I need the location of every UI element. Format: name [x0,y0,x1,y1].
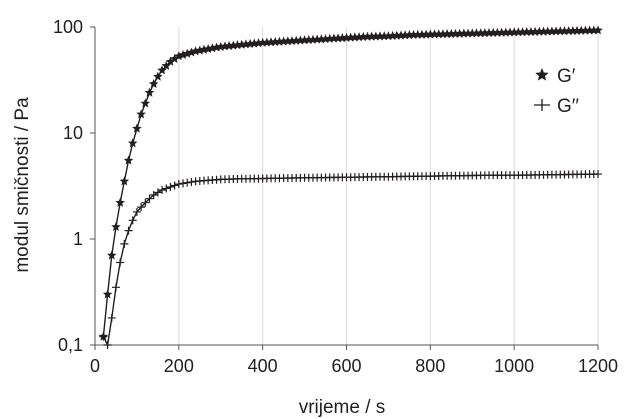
data-point-plus [111,283,120,292]
data-point-plus [141,198,150,207]
data-point-star [132,123,142,133]
legend: G′ G′′ [534,66,579,117]
y-tick-label: 100 [53,17,83,37]
series-layer [98,25,603,349]
data-point-plus [183,178,192,187]
legend-label: G′ [557,66,576,87]
y-tick-label: 0,1 [58,335,83,355]
data-point-star [136,109,146,119]
x-tick-label: 400 [248,356,278,376]
data-point-plus [99,332,108,341]
data-point-plus [158,185,167,194]
y-tick-label: 10 [63,123,83,143]
series-g-prime [98,25,603,341]
data-point-plus [124,226,133,235]
data-point-star [148,78,159,89]
data-point-plus [594,170,602,179]
x-tick-label: 200 [164,356,194,376]
x-tick-label: 600 [331,356,361,376]
series-line [102,173,599,348]
series-g-double-prime [99,170,602,349]
data-point-star [102,289,113,299]
y-axis-title: modul smičnosti / Pa [12,97,33,273]
data-point-star [127,138,138,148]
legend-plus-marker [534,99,550,111]
data-point-star [140,98,151,108]
x-tick-label: 1200 [578,356,618,376]
data-point-star [153,71,163,81]
data-point-star [593,25,603,35]
data-point-star [161,60,172,70]
data-point-star [107,250,117,260]
data-point-plus [166,182,175,191]
data-point-star [119,176,130,186]
legend-star-marker [535,68,549,81]
data-point-star [111,221,121,231]
data-point-plus [116,258,125,267]
data-point-star [115,197,125,207]
y-tick-labels: 0,1 1 10 100 [53,17,83,355]
data-point-star [165,56,176,66]
grid [178,27,599,345]
data-point-star [123,155,134,165]
data-point-plus [174,180,183,189]
x-tick-label: 1000 [494,356,534,376]
x-axis-title: vrijeme / s [299,397,386,418]
x-tick-label: 800 [415,356,445,376]
data-point-star [144,87,155,97]
data-point-plus [153,188,162,197]
y-tick-label: 1 [73,229,83,249]
data-point-plus [120,239,129,248]
data-point-plus [137,203,146,212]
data-point-star [157,65,167,75]
data-point-plus [128,216,137,225]
data-point-plus [149,191,158,200]
data-point-star [169,53,180,63]
data-point-plus [145,194,154,203]
data-point-plus [132,207,141,216]
data-point-plus [162,184,171,193]
axes [90,26,599,350]
x-tick-labels: 0 200 400 600 800 1000 1200 [90,356,618,376]
data-point-plus [187,177,196,186]
x-tick-label: 0 [90,356,100,376]
data-point-plus [179,179,188,188]
legend-label: G′′ [557,96,579,117]
data-point-plus [107,313,116,322]
data-point-plus [170,181,179,190]
data-point-plus [103,341,112,349]
